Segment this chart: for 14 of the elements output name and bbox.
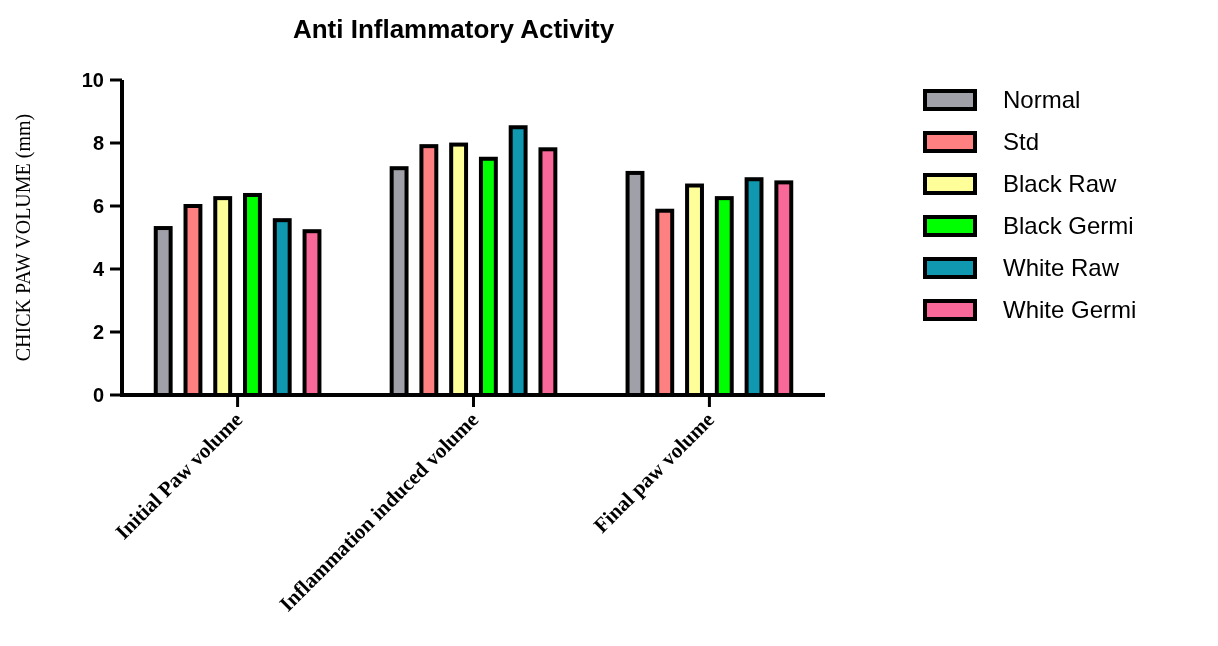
- legend-label: White Germi: [1003, 296, 1137, 324]
- y-tick-label: 8: [92, 132, 104, 154]
- legend-label: Black Raw: [1003, 170, 1118, 198]
- legend-label: Std: [1003, 128, 1040, 156]
- y-tick-label: 2: [92, 321, 104, 343]
- y-tick-label: 10: [81, 69, 104, 91]
- y-axis-title: CHICK PAW VOLUME (mm): [12, 113, 35, 362]
- y-tick-label: 6: [92, 195, 104, 217]
- y-tick-label: 4: [92, 258, 105, 280]
- chart-title: Anti Inflammatory Activity: [292, 14, 615, 44]
- legend-label: Normal: [1003, 86, 1081, 114]
- legend-label: Black Germi: [1003, 212, 1134, 240]
- y-tick-label: 0: [92, 384, 104, 406]
- legend-label: White Raw: [1003, 254, 1120, 282]
